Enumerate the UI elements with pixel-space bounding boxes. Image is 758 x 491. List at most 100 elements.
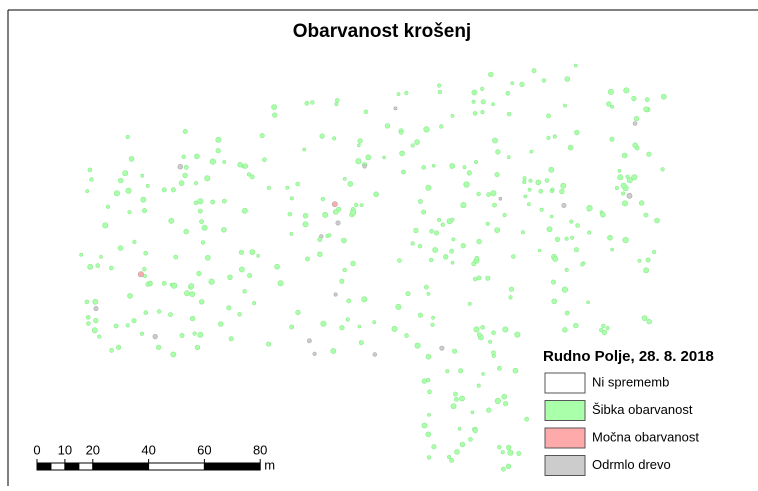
legend-label: Odrmlo drevo xyxy=(592,457,671,472)
tree-point xyxy=(357,324,362,329)
tree-point xyxy=(472,276,478,282)
tree-point xyxy=(491,330,496,336)
tree-point xyxy=(563,103,567,108)
tree-point xyxy=(302,221,309,228)
tree-point xyxy=(277,280,284,287)
tree-point xyxy=(373,191,379,198)
tree-point xyxy=(494,227,501,233)
tree-point xyxy=(625,174,630,179)
tree-point xyxy=(643,267,649,274)
tree-point xyxy=(345,317,350,322)
tree-point xyxy=(528,178,533,183)
tree-point xyxy=(161,187,167,193)
tree-point xyxy=(346,298,352,304)
tree-point xyxy=(209,158,216,165)
tree-point xyxy=(397,258,402,263)
tree-point xyxy=(494,172,500,178)
legend-label: Ni sprememb xyxy=(592,374,669,389)
scale-label: 80 xyxy=(253,442,267,457)
tree-point xyxy=(454,449,460,455)
tree-point xyxy=(644,97,650,103)
tree-point xyxy=(457,426,462,431)
tree-point xyxy=(463,181,470,188)
tree-point xyxy=(305,256,310,262)
tree-point xyxy=(627,177,633,184)
tree-point xyxy=(410,143,415,148)
tree-point xyxy=(573,63,578,68)
tree-point xyxy=(289,324,295,330)
tree-point xyxy=(561,286,569,293)
tree-point xyxy=(332,209,339,215)
tree-point xyxy=(199,219,204,224)
tree-point xyxy=(335,220,341,226)
tree-point xyxy=(425,184,432,191)
tree-point xyxy=(208,278,215,285)
tree-point xyxy=(620,182,627,189)
tree-point xyxy=(516,451,522,456)
tree-point xyxy=(404,333,409,338)
tree-point xyxy=(271,104,277,110)
tree-point xyxy=(259,133,265,139)
tree-point xyxy=(355,158,362,165)
scale-segment xyxy=(148,462,205,471)
tree-point xyxy=(246,172,251,177)
tree-point xyxy=(437,89,443,95)
tree-point xyxy=(527,202,531,207)
tree-point xyxy=(295,181,301,187)
tree-point xyxy=(550,187,555,192)
tree-point xyxy=(238,249,244,255)
tree-point xyxy=(601,329,608,336)
tree-point xyxy=(523,194,528,199)
tree-point xyxy=(140,331,145,336)
tree-point xyxy=(113,323,119,329)
tree-point xyxy=(552,134,557,139)
tree-point xyxy=(222,160,227,164)
tree-point xyxy=(567,144,574,151)
tree-point xyxy=(492,202,497,208)
tree-point xyxy=(459,395,465,402)
tree-point xyxy=(226,305,232,311)
tree-point xyxy=(132,239,137,244)
tree-point xyxy=(476,332,482,337)
tree-point xyxy=(501,393,508,400)
tree-point xyxy=(459,441,466,448)
tree-point xyxy=(331,201,338,208)
legend: Ni sprememb Šibka obarvanost Močna obarvan… xyxy=(544,372,699,476)
tree-point xyxy=(332,136,337,141)
tree-point xyxy=(519,81,525,87)
tree-point xyxy=(189,291,196,297)
tree-point xyxy=(610,104,615,109)
tree-point xyxy=(520,230,525,235)
tree-point xyxy=(194,153,200,160)
tree-point xyxy=(503,401,509,407)
tree-point xyxy=(384,123,391,129)
tree-point xyxy=(549,214,554,219)
tree-point xyxy=(601,323,606,329)
tree-point xyxy=(266,185,272,190)
tree-point xyxy=(417,312,424,318)
tree-point xyxy=(531,68,537,74)
tree-point xyxy=(621,200,628,207)
tree-point xyxy=(304,100,310,106)
tree-point xyxy=(614,186,619,191)
tree-point xyxy=(266,341,272,347)
tree-point xyxy=(350,209,357,216)
tree-point xyxy=(580,262,585,267)
scale-bar: 0 10 20 40 60 80m xyxy=(33,442,275,472)
tree-point xyxy=(573,247,579,253)
tree-point xyxy=(574,129,580,136)
tree-point xyxy=(502,212,507,218)
tree-point xyxy=(330,348,337,354)
tree-point xyxy=(486,192,491,197)
tree-point xyxy=(358,340,364,346)
tree-point xyxy=(256,254,260,258)
tree-point xyxy=(125,187,132,194)
tree-point xyxy=(514,331,521,338)
tree-point xyxy=(426,291,431,296)
tree-point xyxy=(177,164,184,170)
tree-point xyxy=(439,345,445,351)
tree-point xyxy=(450,260,455,265)
tree-point xyxy=(470,410,475,415)
tree-point xyxy=(632,121,638,126)
tree-point xyxy=(362,164,367,169)
